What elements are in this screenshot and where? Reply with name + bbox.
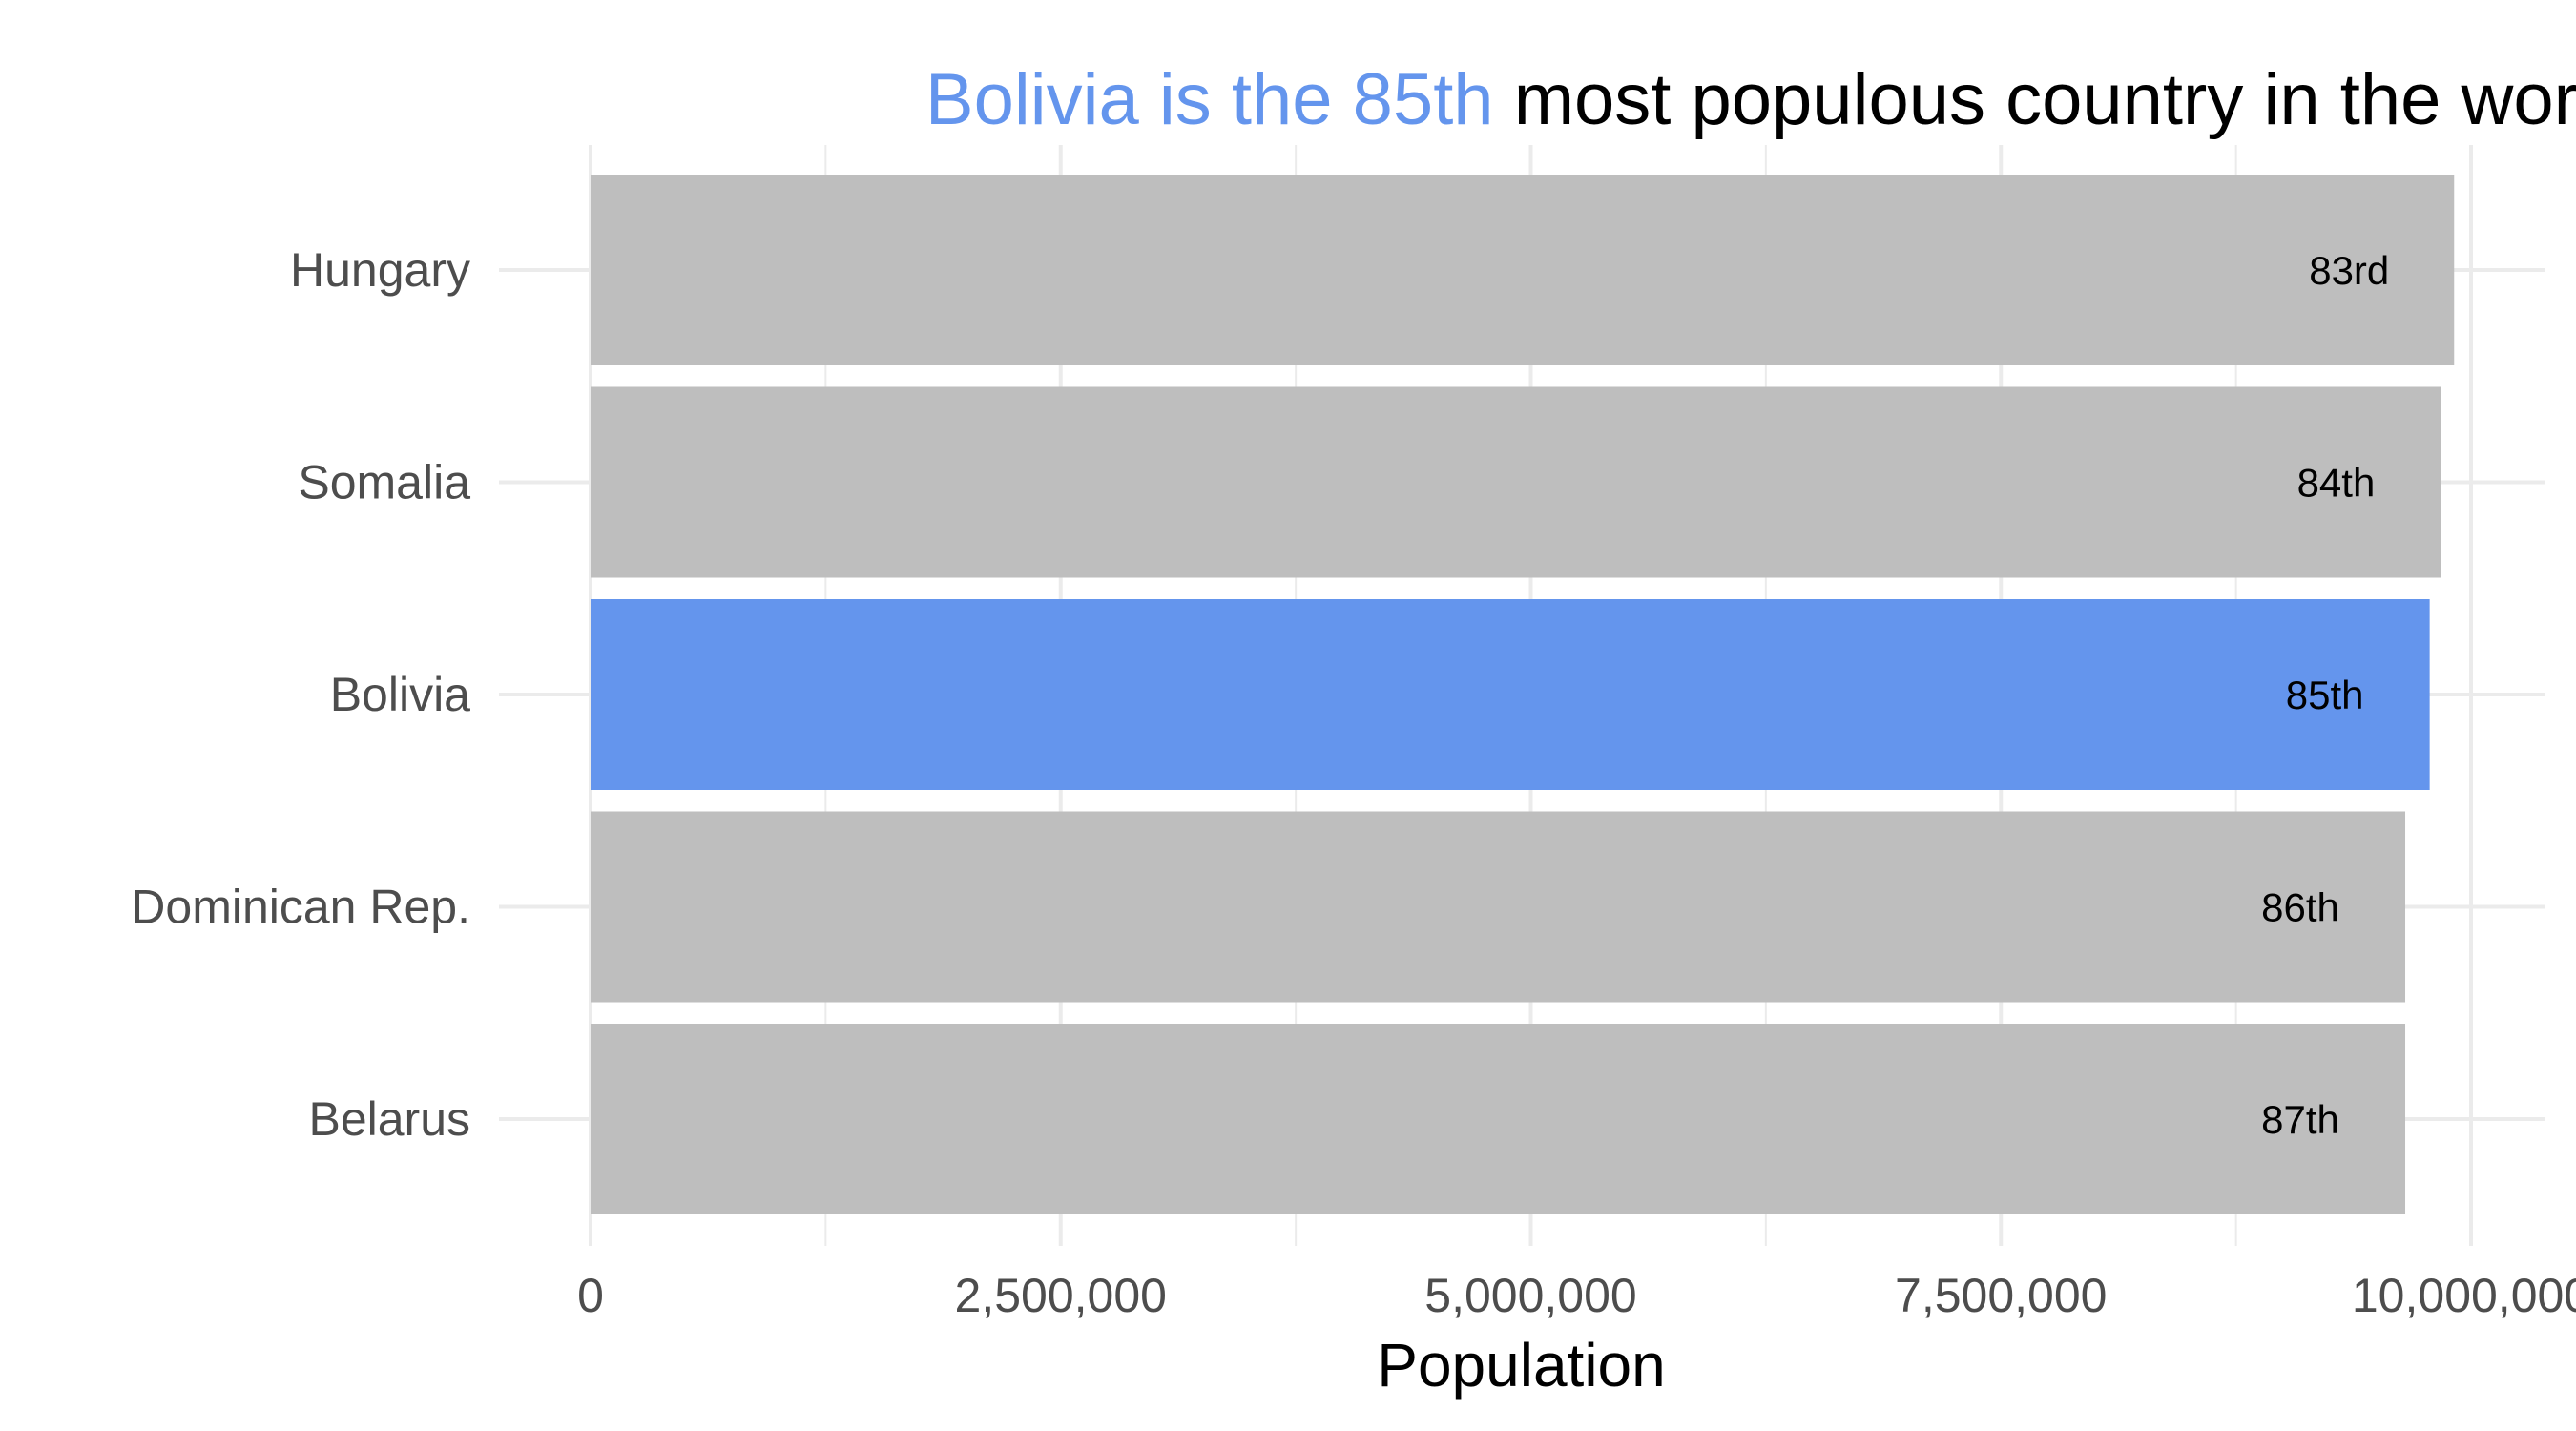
bar-data-label: 85th	[2286, 673, 2364, 717]
x-tick-label: 10,000,000	[2352, 1269, 2576, 1322]
bars	[591, 175, 2455, 1214]
bar-dominican-rep	[591, 811, 2406, 1003]
bar-data-label: 87th	[2261, 1097, 2339, 1142]
bar-somalia	[591, 386, 2441, 578]
y-tick-label: Bolivia	[330, 668, 470, 721]
y-axis: Hungary Somalia Bolivia Dominican Rep. Belar…	[131, 243, 470, 1146]
y-tick-label: Dominican Rep.	[131, 881, 470, 934]
x-tick-label: 0	[577, 1269, 604, 1322]
bar-belarus	[591, 1024, 2406, 1214]
chart-title-part: most populous country in the world	[1494, 59, 2576, 140]
x-tick-label: 5,000,000	[1424, 1269, 1636, 1322]
x-axis: 0 2,500,000 5,000,000 7,500,000 10,000,000	[577, 1269, 2576, 1322]
bar-data-label: 84th	[2297, 461, 2376, 506]
x-tick-label: 2,500,000	[955, 1269, 1167, 1322]
chart-title: Bolivia is the 85th most populous countr…	[925, 59, 2576, 140]
y-tick-label: Hungary	[290, 243, 470, 297]
x-tick-label: 7,500,000	[1895, 1269, 2107, 1322]
bar-data-label: 83rd	[2309, 248, 2389, 293]
bar-bolivia	[591, 599, 2430, 790]
x-axis-title: Population	[1377, 1331, 1665, 1400]
bar-data-label: 86th	[2261, 885, 2339, 930]
y-tick-label: Belarus	[308, 1092, 470, 1146]
bar-hungary	[591, 175, 2455, 365]
chart-title-part: Bolivia is the 85th	[925, 59, 1494, 140]
data-labels: 83rd 84th 85th 86th 87th	[2261, 248, 2389, 1142]
y-tick-label: Somalia	[298, 456, 470, 509]
